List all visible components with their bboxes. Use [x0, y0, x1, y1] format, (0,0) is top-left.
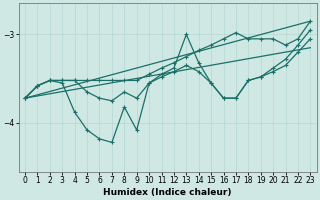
X-axis label: Humidex (Indice chaleur): Humidex (Indice chaleur): [103, 188, 232, 197]
